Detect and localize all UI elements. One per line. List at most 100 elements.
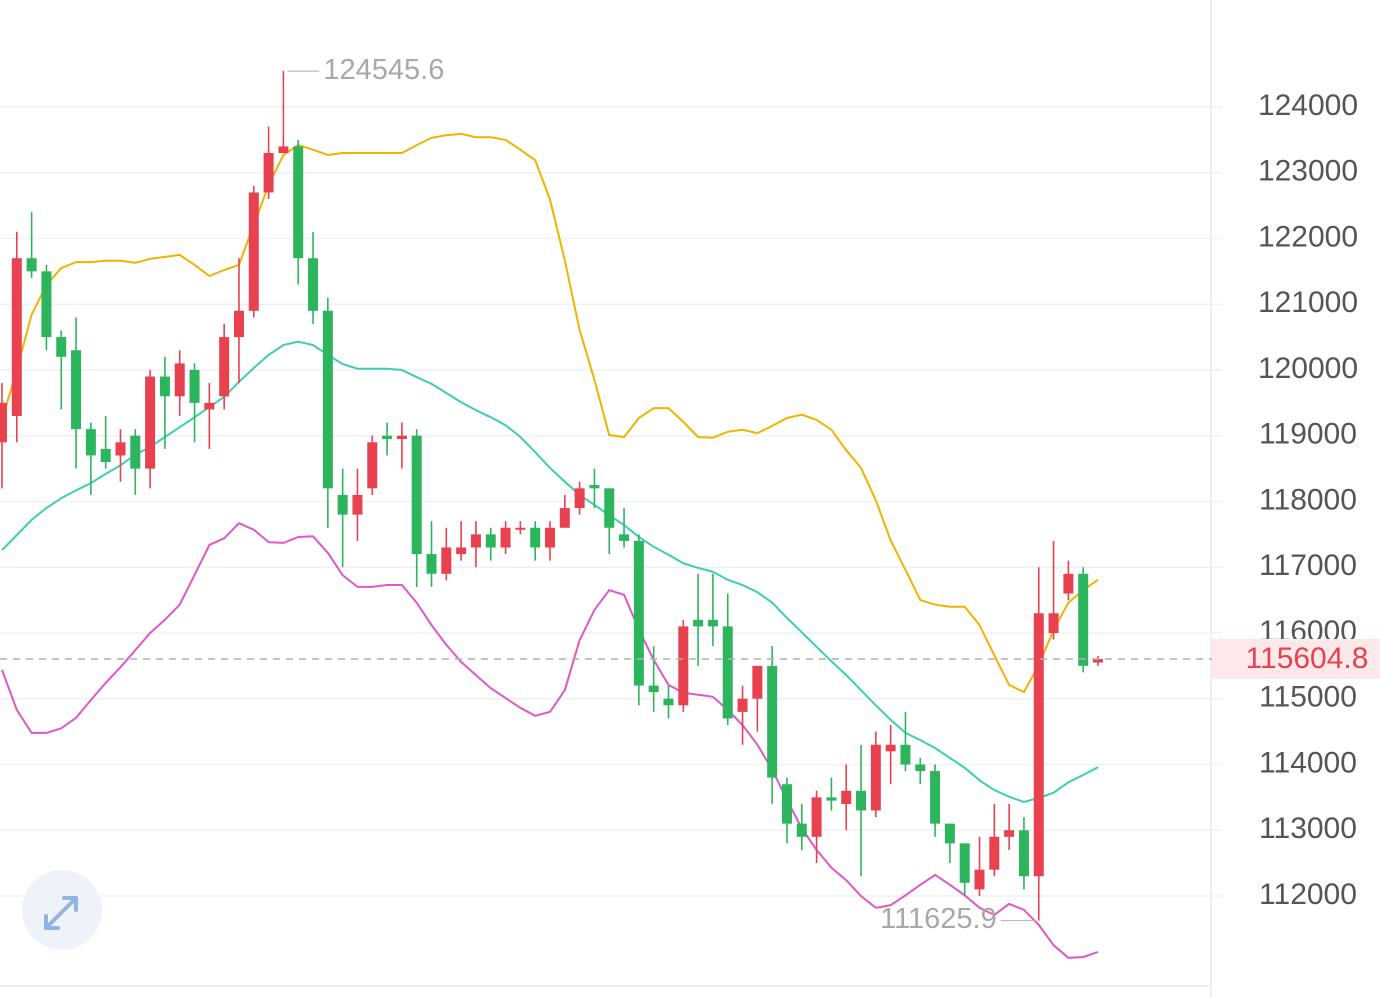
candle-body: [707, 619, 718, 627]
expand-icon[interactable]: [44, 896, 78, 930]
candle-body: [159, 376, 170, 397]
candle-body: [248, 192, 259, 311]
candle-body: [426, 554, 437, 574]
candle-body: [278, 146, 289, 154]
bands: [1, 132, 1099, 959]
y-tick-label: 113000: [1259, 812, 1357, 845]
candle-body: [263, 153, 274, 193]
candle-body: [826, 797, 837, 801]
candle-body: [85, 429, 96, 456]
candle-body: [337, 494, 348, 515]
candle-body: [767, 665, 778, 778]
candle-body: [930, 771, 941, 824]
candle-body: [870, 744, 881, 811]
candle-body: [530, 527, 541, 548]
candle-body: [71, 350, 82, 430]
candle-body: [900, 744, 911, 765]
candle-body: [989, 836, 1000, 870]
candle-body: [367, 442, 378, 489]
y-tick-label: 120000: [1258, 352, 1358, 385]
last-price-label: 115604.8: [1246, 642, 1369, 675]
last-price-box: [1212, 638, 1380, 679]
candle-body: [663, 698, 674, 706]
candle-body: [959, 843, 970, 883]
candle-body: [204, 402, 215, 410]
candle-body: [1063, 573, 1074, 594]
candle-body: [781, 784, 792, 824]
candle-body: [678, 626, 689, 706]
candle-body: [485, 534, 496, 548]
candle-body: [545, 527, 555, 548]
band-line: [1, 340, 1099, 804]
candle-body: [856, 790, 867, 811]
candle-body: [1048, 613, 1059, 633]
candle-body: [174, 363, 185, 397]
candle-body: [382, 435, 393, 440]
y-tick-label: 122000: [1258, 220, 1358, 253]
band-line: [1, 132, 1099, 694]
candle-body: [130, 435, 141, 469]
max-label: 124545.6: [323, 54, 444, 86]
candle-body: [752, 665, 763, 699]
candle-body: [41, 271, 52, 338]
y-tick-label: 114000: [1259, 746, 1357, 779]
expand-button[interactable]: [22, 870, 102, 950]
y-tick-label: 118000: [1259, 483, 1357, 516]
y-tick-label: 119000: [1259, 418, 1357, 451]
candle-body: [56, 337, 67, 357]
candle-body: [396, 435, 407, 440]
candle-body: [0, 402, 7, 443]
candle-body: [619, 534, 630, 541]
candle-body: [233, 310, 244, 338]
candle-body: [633, 540, 644, 686]
candle-body: [944, 823, 955, 844]
candle-body: [589, 485, 600, 489]
candle-body: [1018, 830, 1029, 877]
candle-body: [648, 685, 659, 693]
candle-body: [722, 626, 733, 719]
y-tick-label: 124000: [1258, 89, 1358, 122]
candle-body: [574, 488, 585, 509]
candle-body: [322, 310, 333, 489]
candle-body: [885, 744, 896, 752]
candle-body: [26, 258, 37, 272]
candle-body: [796, 823, 807, 837]
candle-body: [737, 698, 748, 712]
candle-body: [293, 146, 304, 259]
candle-body: [115, 442, 126, 456]
candle-body: [693, 619, 704, 627]
candle-body: [352, 494, 363, 515]
candle-body: [189, 369, 200, 403]
min-label: 111625.9: [880, 903, 997, 935]
candle-body: [841, 790, 852, 804]
y-tick-label: 117000: [1259, 549, 1357, 582]
candle-body: [1093, 658, 1103, 663]
candle-body: [811, 797, 822, 837]
candle-body: [100, 448, 111, 463]
candle-body: [411, 435, 422, 555]
labels: 124545.6 111625.9 115604.8: [0, 54, 1380, 935]
y-tick-label: 123000: [1258, 155, 1358, 188]
candle-body: [456, 547, 467, 555]
candle-body: [1004, 830, 1015, 837]
candle-body: [515, 527, 526, 530]
candle-body: [500, 527, 511, 548]
candle-body: [915, 764, 926, 772]
candle-body: [219, 337, 230, 397]
candle-body: [604, 488, 615, 528]
band-line: [1, 522, 1099, 959]
candle-body: [559, 508, 570, 528]
y-tick-label: 112000: [1259, 878, 1357, 911]
candle-body: [145, 376, 156, 469]
candle-body: [1033, 613, 1044, 877]
y-tick-label: 121000: [1258, 286, 1358, 319]
grid: 1120001130001140001150001160001170001180…: [0, 89, 1358, 911]
candle-body: [974, 869, 985, 890]
candle-body: [11, 258, 22, 416]
candle-body: [308, 258, 319, 311]
candles: [0, 71, 1103, 921]
candle-body: [441, 547, 452, 574]
candle-body: [470, 534, 481, 548]
y-tick-label: 115000: [1259, 681, 1357, 714]
